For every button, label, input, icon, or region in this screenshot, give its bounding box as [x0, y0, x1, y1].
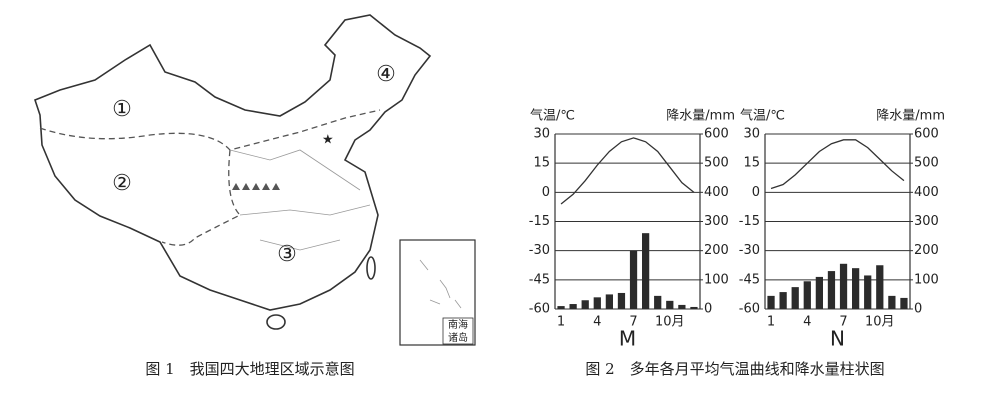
region-boundary	[39, 109, 381, 151]
y2-tick-label: 0	[914, 302, 922, 317]
china-map: ★ 南海 诸岛 ① ② ③ ④	[34, 14, 476, 346]
region-label: ②	[112, 171, 132, 196]
bar	[900, 297, 908, 309]
y2-tick-label: 100	[704, 272, 729, 287]
y-tick-label: 15	[743, 156, 760, 171]
figure-caption: 图 2 多年各月平均气温曲线和降水量柱状图	[585, 360, 884, 378]
bar	[839, 263, 848, 309]
x-axis-label: M	[619, 327, 636, 351]
figure-caption: 图 1 我国四大地理区域示意图	[145, 360, 354, 378]
temperature-line	[770, 139, 905, 190]
bar	[569, 304, 577, 309]
y2-tick-label: 100	[914, 272, 939, 287]
bar	[581, 300, 589, 309]
star: ★	[322, 133, 334, 148]
inset-label: 诸岛	[448, 331, 468, 344]
y-tick-label: -15	[739, 214, 760, 229]
y2-tick-label: 0	[704, 302, 712, 317]
x-tick-label: 10月	[865, 315, 895, 330]
hainan	[266, 314, 286, 330]
y2-axis-label: 降水量/mm	[666, 109, 735, 124]
bar	[690, 306, 698, 309]
y-tick-label: 0	[752, 185, 760, 200]
inset-islands	[419, 259, 462, 309]
bar	[888, 295, 896, 309]
bar	[803, 281, 811, 309]
y-tick-label: -30	[529, 243, 550, 258]
x-tick-label: 4	[593, 315, 601, 330]
y2-tick-label: 200	[914, 243, 939, 258]
y-axis-label: 气温/℃	[740, 108, 785, 124]
y2-tick-label: 600	[704, 127, 729, 142]
y-tick-label: 15	[533, 156, 550, 171]
y-tick-label: -45	[529, 272, 550, 287]
bar	[642, 233, 650, 309]
temperature-line	[560, 137, 695, 205]
y-tick-label: -60	[739, 302, 760, 317]
bar	[876, 265, 884, 309]
bar	[767, 295, 775, 309]
region-boundary	[161, 149, 242, 246]
y2-tick-label: 400	[704, 185, 729, 200]
bar	[791, 287, 799, 309]
x-tick-label: 7	[839, 315, 847, 330]
y2-axis-label: 降水量/mm	[876, 109, 945, 124]
mountain-symbol	[232, 183, 280, 190]
y-axis-label: 气温/℃	[530, 108, 575, 124]
x-tick-label: 7	[629, 315, 637, 330]
bar	[827, 271, 836, 309]
y-tick-label: -30	[739, 243, 760, 258]
x-tick-label: 4	[803, 315, 811, 330]
bar	[678, 304, 686, 309]
bar	[864, 275, 872, 309]
y2-tick-label: 300	[704, 214, 729, 229]
province-lines	[229, 149, 371, 251]
y-tick-label: -60	[529, 302, 550, 317]
region-label: ④	[376, 62, 396, 87]
y2-tick-label: 200	[704, 243, 729, 258]
bar	[593, 297, 601, 309]
region-label: ③	[277, 242, 297, 267]
bar	[605, 294, 613, 309]
bar	[815, 276, 823, 309]
bar	[852, 268, 860, 309]
y2-tick-label: 500	[914, 156, 939, 171]
y-tick-label: 30	[533, 127, 550, 142]
bar	[779, 292, 787, 309]
taiwan	[366, 256, 376, 280]
bar	[654, 295, 662, 309]
inset-box	[399, 239, 476, 346]
x-tick-label: 1	[557, 315, 565, 330]
region-label: ①	[112, 97, 132, 122]
bar	[557, 306, 565, 309]
y-tick-label: 30	[743, 127, 760, 142]
inset-label-box	[442, 317, 474, 345]
x-tick-label: 10月	[655, 315, 685, 330]
y-tick-label: -15	[529, 214, 550, 229]
y2-tick-label: 400	[914, 185, 939, 200]
y-tick-label: 0	[542, 185, 550, 200]
y2-tick-label: 300	[914, 214, 939, 229]
country-outline	[34, 14, 432, 311]
x-tick-label: 1	[767, 315, 775, 330]
inset-label: 南海	[448, 318, 468, 331]
x-axis-label: N	[830, 327, 845, 351]
y2-tick-label: 500	[704, 156, 729, 171]
bar	[617, 292, 626, 309]
y-tick-label: -45	[739, 272, 760, 287]
bar	[629, 250, 638, 309]
y2-tick-label: 600	[914, 127, 939, 142]
bar	[666, 300, 674, 309]
